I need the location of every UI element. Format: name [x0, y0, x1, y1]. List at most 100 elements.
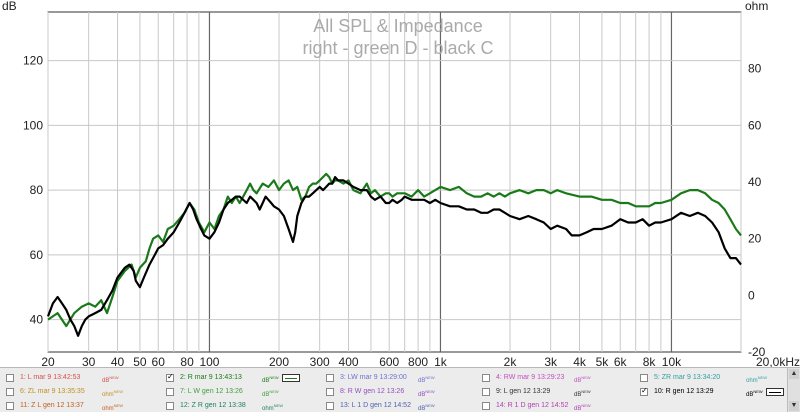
scroll-up-arrow-icon[interactable]: ▲	[789, 369, 799, 379]
legend-label: 7: L W gen 12 13:26	[180, 388, 243, 395]
legend-unit: dBNEW	[574, 375, 591, 384]
legend-unit: ohmNEW	[102, 389, 124, 398]
y-right-tick-labels: -20 0 20 40 60 80	[748, 62, 766, 359]
chart-subtitle: right - green D - black C	[302, 38, 493, 58]
x-tick-label: 300	[310, 355, 330, 367]
legend-label: 10: R gen 12 13:29	[654, 388, 714, 395]
legend-line-swatch-icon[interactable]	[282, 374, 300, 382]
x-tick-label: 60	[152, 355, 166, 367]
y-right-tick-label: 80	[748, 62, 762, 76]
legend-entry[interactable]: 8: R W gen 12 13:26 dBNEW	[326, 385, 452, 399]
legend-checkbox[interactable]	[640, 374, 648, 382]
y-left-tick-labels: 40 60 80 100 120	[23, 54, 43, 327]
legend-unit: dBNEW	[574, 403, 591, 412]
legend-entry[interactable]: 9: L gen 12 13:29 dBNEW	[482, 385, 608, 399]
x-tick-label: 8k	[643, 355, 657, 367]
legend-checkbox[interactable]	[326, 374, 334, 382]
grid	[47, 12, 742, 352]
legend-checkbox[interactable]	[6, 402, 14, 410]
y-right-tick-label: -20	[748, 345, 766, 359]
legend-label: 12: Z R gen 12 13:38	[180, 402, 246, 409]
y-right-tick-label: 0	[748, 288, 755, 302]
legend-unit: ohmNEW	[746, 375, 768, 384]
legend-entry[interactable]: 14: R 1 D gen 12 14:52 dBNEW	[482, 399, 608, 413]
legend-entry[interactable]: 7: L W gen 12 13:26 dBNEW	[166, 385, 296, 399]
legend-unit-new-tag: NEW	[425, 375, 435, 380]
legend-unit: dBNEW	[574, 389, 591, 398]
legend-unit-new-tag: NEW	[425, 389, 435, 394]
legend-label: 5: ZR mar 9 13:34:20	[654, 374, 721, 381]
legend-unit-new-tag: NEW	[269, 389, 279, 394]
legend-line-swatch-icon[interactable]	[766, 388, 784, 396]
legend-checkbox[interactable]	[482, 388, 490, 396]
legend-checkbox[interactable]	[166, 402, 174, 410]
legend-checkbox[interactable]	[482, 402, 490, 410]
legend-entry[interactable]: 11: Z L gen 12 13:37 ohmNEW	[6, 399, 136, 413]
legend-entry[interactable]: 2: R mar 9 13:43:13 dBNEW	[166, 371, 300, 385]
legend-unit: ohmNEW	[262, 403, 284, 412]
x-tick-label: 4k	[573, 355, 587, 367]
x-tick-label: 800	[408, 355, 428, 367]
series-group	[46, 172, 742, 337]
x-tick-label: 20,0kHz	[756, 355, 800, 367]
chart-title: All SPL & Impedance	[313, 16, 482, 36]
legend-unit-new-tag: NEW	[113, 389, 124, 394]
x-tick-label: 50	[133, 355, 147, 367]
legend-scrollbar[interactable]: ▲ ▼	[787, 368, 800, 412]
legend-checkbox[interactable]	[166, 388, 174, 396]
legend-unit: dBNEW	[746, 389, 763, 398]
y-left-tick-label: 60	[30, 248, 44, 262]
legend-checkbox[interactable]	[640, 386, 648, 396]
legend-unit: dBNEW	[262, 389, 279, 398]
legend-label: 3: LW mar 9 13:29:00	[340, 374, 407, 381]
x-tick-label: 400	[339, 355, 359, 367]
x-tick-label: 6k	[614, 355, 628, 367]
legend-entry[interactable]: 1: L mar 9 13:42:53 dBNEW	[6, 371, 136, 385]
legend-unit: dBNEW	[418, 375, 435, 384]
legend-checkbox[interactable]	[6, 388, 14, 396]
legend-unit: dBNEW	[418, 403, 435, 412]
legend-unit: dBNEW	[102, 375, 119, 384]
x-tick-label: 40	[111, 355, 125, 367]
legend-checkbox[interactable]	[166, 372, 174, 382]
y-right-tick-label: 60	[748, 118, 762, 132]
chart-svg: 20 30 40 50 60 80 100 200 300 400 600 800 1k 2k 3k 4k 5k…	[2, 0, 800, 369]
y-left-tick-label: 80	[30, 183, 44, 197]
legend-entry[interactable]: 3: LW mar 9 13:29:00 dBNEW	[326, 371, 452, 385]
y-right-unit: ohm	[745, 0, 768, 13]
legend-label: 13: L 1 D gen 12 14:52	[340, 402, 411, 409]
legend-unit: dBNEW	[262, 375, 279, 384]
x-tick-label: 3k	[544, 355, 558, 367]
legend-unit-new-tag: NEW	[273, 403, 284, 408]
legend-checkbox[interactable]	[6, 374, 14, 382]
x-tick-label: 80	[180, 355, 194, 367]
y-right-tick-label: 20	[748, 232, 762, 246]
legend-label: 8: R W gen 12 13:26	[340, 388, 405, 395]
legend-entry[interactable]: 13: L 1 D gen 12 14:52 dBNEW	[326, 399, 452, 413]
legend-label: 2: R mar 9 13:43:13	[180, 374, 242, 381]
legend-checkbox[interactable]	[326, 388, 334, 396]
scroll-down-arrow-icon[interactable]: ▼	[789, 401, 799, 411]
legend-unit: dBNEW	[418, 389, 435, 398]
legend-label: 1: L mar 9 13:42:53	[20, 374, 81, 381]
legend-unit-new-tag: NEW	[757, 375, 768, 380]
legend-label: 4: RW mar 9 13:29:23	[496, 374, 565, 381]
legend-unit-new-tag: NEW	[753, 389, 763, 394]
legend-unit-new-tag: NEW	[109, 375, 119, 380]
legend-checkbox[interactable]	[326, 402, 334, 410]
x-tick-label: 600	[379, 355, 399, 367]
plot-area[interactable]	[47, 11, 742, 353]
x-tick-label: 1k	[434, 355, 448, 367]
x-tick-label: 5k	[596, 355, 610, 367]
y-left-tick-label: 40	[30, 313, 44, 327]
legend-entry[interactable]: 12: Z R gen 12 13:38 ohmNEW	[166, 399, 296, 413]
legend-unit-new-tag: NEW	[269, 375, 279, 380]
legend-entry[interactable]: 4: RW mar 9 13:29:23 dBNEW	[482, 371, 608, 385]
legend-checkbox[interactable]	[482, 374, 490, 382]
legend-entry[interactable]: 5: ZR mar 9 13:34:20 ohmNEW	[640, 371, 780, 385]
legend-entry[interactable]: 10: R gen 12 13:29 dBNEW	[640, 385, 784, 399]
legend-entry[interactable]: 6: ZL mar 9 13:35:35 ohmNEW	[6, 385, 136, 399]
y-left-tick-label: 120	[23, 54, 43, 68]
legend-label: 11: Z L gen 12 13:37	[20, 402, 84, 409]
y-left-tick-label: 100	[23, 118, 43, 132]
